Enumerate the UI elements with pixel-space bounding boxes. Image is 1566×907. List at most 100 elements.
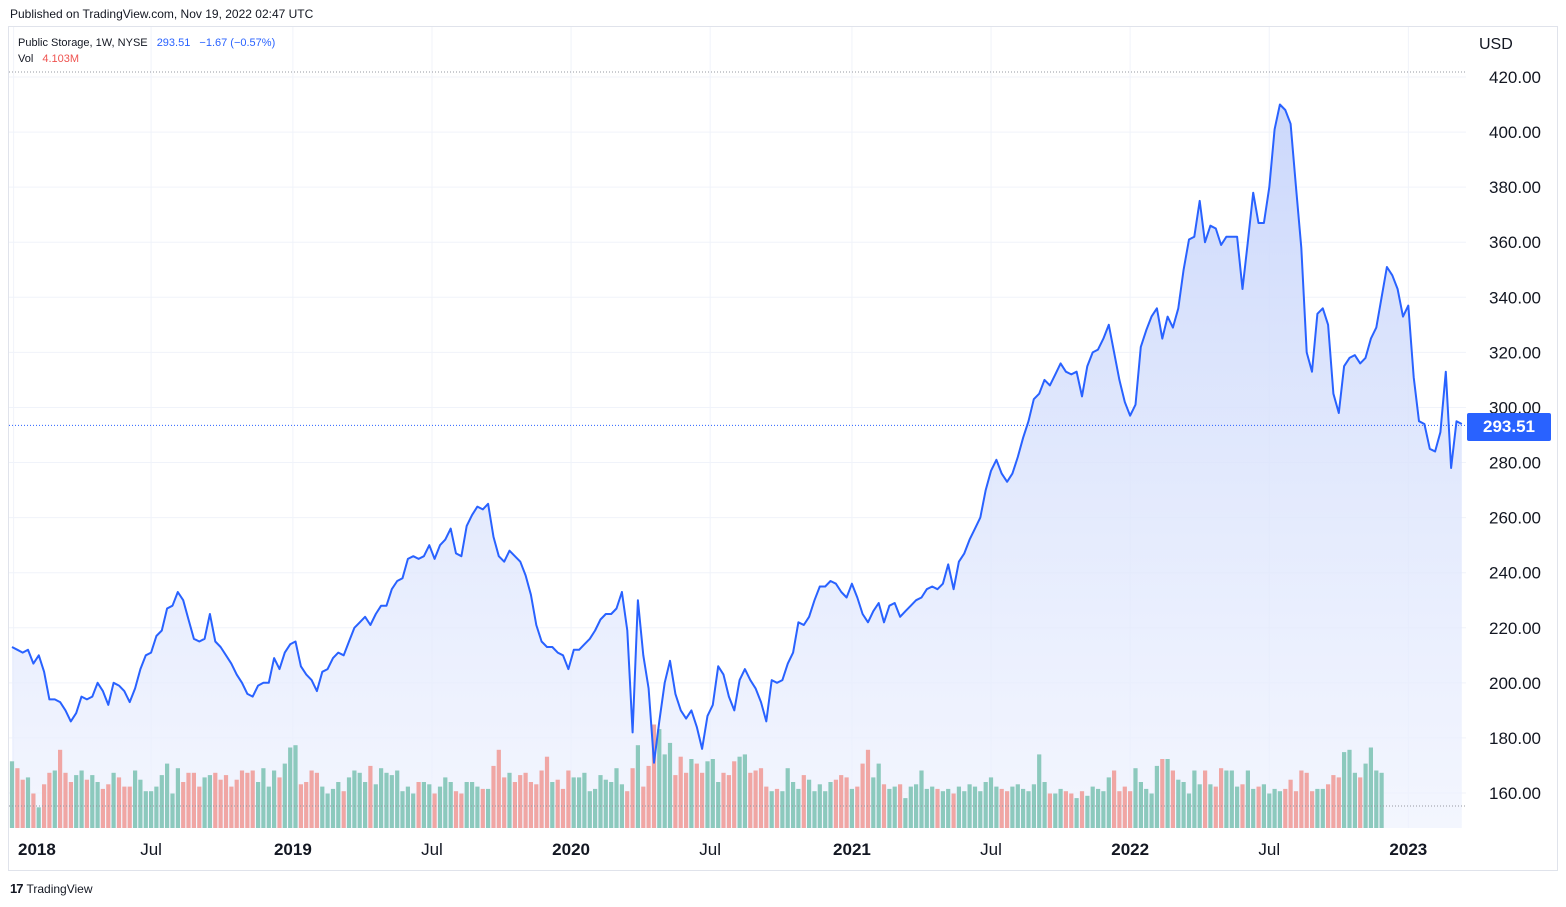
volume-bar xyxy=(1170,770,1175,828)
legend-volume-label[interactable]: Vol xyxy=(18,53,34,65)
volume-bar xyxy=(277,777,282,828)
volume-bar xyxy=(635,745,640,828)
volume-bar xyxy=(42,784,47,828)
x-tick-label: 2021 xyxy=(833,840,871,859)
x-tick-label: Jul xyxy=(1258,840,1280,859)
volume-bar xyxy=(566,770,571,828)
volume-bar xyxy=(1251,788,1256,828)
volume-bar xyxy=(577,777,582,828)
volume-bar xyxy=(421,782,426,828)
volume-bar xyxy=(849,788,854,828)
volume-bar xyxy=(1176,779,1181,828)
volume-bar xyxy=(582,772,587,828)
volume-bar xyxy=(662,754,667,828)
footer-brand[interactable]: 17 TradingView xyxy=(10,881,93,896)
volume-bar xyxy=(79,770,84,828)
volume-bar xyxy=(133,770,138,828)
volume-bar xyxy=(1363,763,1368,828)
volume-bar xyxy=(689,759,694,828)
volume-bar xyxy=(496,749,501,828)
x-tick-label: Jul xyxy=(980,840,1002,859)
volume-bar xyxy=(956,786,961,828)
volume-bar xyxy=(159,775,164,828)
volume-bar xyxy=(336,782,341,828)
volume-bar xyxy=(807,779,812,828)
x-tick-label: 2022 xyxy=(1111,840,1149,859)
volume-bar xyxy=(914,784,919,828)
y-tick-label: 280.00 xyxy=(1489,454,1541,473)
volume-bar xyxy=(721,772,726,828)
volume-bar xyxy=(202,777,207,828)
volume-bar xyxy=(555,779,560,828)
volume-bar xyxy=(544,756,550,828)
volume-bar xyxy=(742,754,747,828)
volume-bar xyxy=(1149,793,1154,828)
volume-bar xyxy=(502,777,507,828)
x-tick-label: Jul xyxy=(699,840,721,859)
y-tick-label: 180.00 xyxy=(1489,729,1541,748)
volume-bar xyxy=(272,770,277,828)
chart-legend: Public Storage, 1W, NYSE 293.51 −1.67 (−… xyxy=(18,35,275,67)
volume-bar xyxy=(823,791,828,828)
volume-bar xyxy=(1315,788,1320,828)
volume-bar xyxy=(892,786,897,828)
volume-bar xyxy=(539,770,544,828)
volume-bar xyxy=(1192,770,1197,828)
volume-bar xyxy=(999,788,1004,828)
volume-bar xyxy=(507,772,512,828)
volume-bar xyxy=(908,786,913,828)
volume-bar xyxy=(486,788,491,828)
volume-bar xyxy=(1352,772,1357,828)
volume-bar xyxy=(1117,791,1122,828)
footer-brand-text: TradingView xyxy=(26,881,93,896)
volume-bar xyxy=(389,775,394,828)
volume-bar xyxy=(1235,786,1240,828)
volume-bar xyxy=(1021,788,1026,828)
volume-bar xyxy=(1203,770,1208,828)
volume-bar xyxy=(400,791,405,828)
volume-bar xyxy=(448,782,453,828)
volume-bar xyxy=(758,768,764,828)
volume-bar xyxy=(314,772,319,828)
volume-bar xyxy=(52,770,57,828)
volume-bar xyxy=(149,791,154,828)
volume-bar xyxy=(523,772,528,828)
volume-bar xyxy=(288,747,293,828)
volume-bar xyxy=(780,791,785,828)
volume-bar xyxy=(234,779,239,828)
volume-bar xyxy=(1122,786,1127,828)
volume-bar xyxy=(432,793,437,828)
volume-bar xyxy=(453,791,459,828)
volume-bar xyxy=(962,791,967,828)
volume-bar xyxy=(368,765,373,828)
volume-bar xyxy=(122,786,127,828)
volume-bar xyxy=(919,770,924,828)
y-tick-label: 400.00 xyxy=(1489,123,1541,142)
volume-bar xyxy=(90,775,95,828)
volume-bar xyxy=(903,798,908,828)
volume-bar xyxy=(1138,782,1143,828)
volume-bar xyxy=(1010,786,1015,828)
chart-frame xyxy=(8,26,1558,871)
legend-change: −1.67 (−0.57%) xyxy=(199,37,276,49)
volume-bar xyxy=(887,788,892,828)
volume-bar xyxy=(951,793,956,828)
x-tick-label: 2018 xyxy=(18,840,56,859)
volume-bar xyxy=(1101,791,1106,828)
legend-volume-value: 4.103M xyxy=(42,53,80,65)
volume-bar xyxy=(47,772,52,828)
volume-bar xyxy=(1379,772,1384,828)
currency-label[interactable]: USD xyxy=(1479,36,1513,53)
volume-bar xyxy=(983,782,988,828)
volume-bar xyxy=(1186,793,1192,828)
volume-bar xyxy=(994,786,999,828)
volume-bar xyxy=(116,777,122,828)
volume-bar xyxy=(1224,770,1229,828)
volume-bar xyxy=(881,784,887,828)
volume-bar xyxy=(63,772,68,828)
volume-bar xyxy=(1358,777,1363,828)
volume-bar xyxy=(1079,791,1085,828)
volume-bar xyxy=(218,779,223,828)
legend-symbol[interactable]: Public Storage, 1W, NYSE xyxy=(18,37,148,49)
